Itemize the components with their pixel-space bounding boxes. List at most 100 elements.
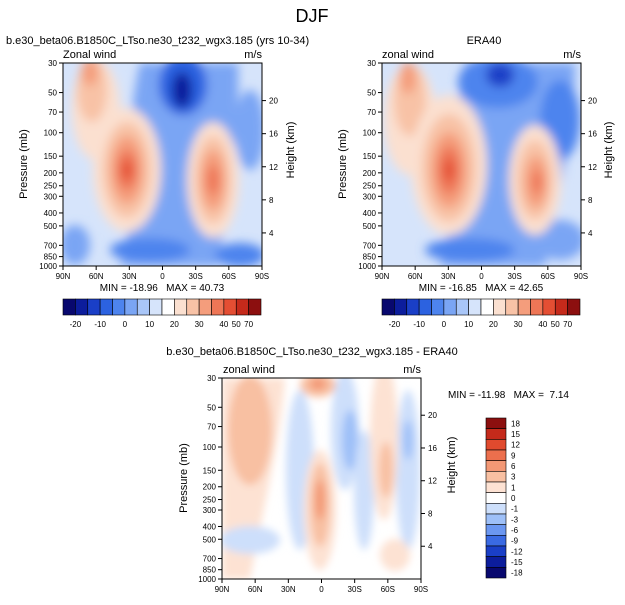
latitude-tick-label: 60S	[541, 272, 555, 281]
colorbar-swatch	[485, 545, 507, 557]
colorbar-label: -6	[511, 526, 519, 535]
height-tick-label: 16	[269, 130, 278, 139]
colorbar-swatch	[485, 535, 507, 547]
colorbar-swatch	[174, 298, 188, 316]
pressure-tick-label: 400	[363, 209, 377, 218]
panel-difference-title: b.e30_beta06.B1850C_LTso.ne30_t232_wgx3.…	[166, 346, 458, 358]
height-tick-label: 12	[269, 163, 278, 172]
pressure-tick-label: 300	[203, 506, 217, 515]
colorbar-label: -1	[511, 505, 519, 514]
colorbar-swatch	[530, 298, 544, 316]
latitude-tick-label: 30N	[441, 272, 456, 281]
colorbar-swatch	[186, 298, 200, 316]
height-tick-label: 12	[588, 163, 597, 172]
colorbar-label: -9	[511, 537, 519, 546]
colorbar-label: -18	[511, 569, 523, 578]
colorbar-label: -12	[511, 547, 523, 556]
latitude-tick-label: 30N	[281, 585, 296, 594]
panel-era40: ERA40 zonal wind m/s	[337, 35, 615, 329]
panel-model-stats: MIN = -18.96 MAX = 40.73	[100, 283, 225, 294]
colorbar-swatch	[431, 298, 445, 316]
colorbar-swatch	[198, 298, 212, 316]
pressure-tick-label: 1000	[39, 262, 57, 271]
colorbar-label: 0	[123, 320, 128, 329]
pressure-tick-label: 150	[203, 466, 217, 475]
panel-difference-field	[222, 378, 421, 579]
colorbar-label: 9	[511, 451, 516, 460]
colorbar-swatch	[485, 567, 507, 579]
panel-model-y2label: Height (km)	[285, 122, 297, 179]
pressure-tick-label: 300	[44, 192, 58, 201]
panel-model-axes: 3050701001502002503004005007008501000481…	[39, 59, 278, 281]
colorbar-swatch	[99, 298, 113, 316]
pressure-tick-label: 300	[363, 192, 377, 201]
panel-era40-y2label: Height (km)	[603, 122, 615, 179]
panel-difference-left-label: zonal wind	[223, 364, 275, 376]
colorbar-swatch	[223, 298, 237, 316]
pressure-tick-label: 700	[363, 241, 377, 250]
colorbar-swatch	[485, 460, 507, 472]
latitude-tick-label: 60N	[248, 585, 263, 594]
height-tick-label: 20	[588, 97, 597, 106]
pressure-tick-label: 700	[203, 555, 217, 564]
latitude-tick-label: 30N	[122, 272, 137, 281]
latitude-tick-label: 30S	[189, 272, 203, 281]
latitude-tick-label: 90S	[414, 585, 428, 594]
colorbar-label: -10	[94, 320, 106, 329]
latitude-tick-label: 90S	[574, 272, 588, 281]
colorbar-label: -20	[70, 320, 82, 329]
colorbar-swatch	[124, 298, 138, 316]
pressure-tick-label: 150	[44, 152, 58, 161]
height-tick-label: 4	[269, 229, 274, 238]
colorbar-label: 30	[195, 320, 204, 329]
colorbar-label: 50	[551, 320, 560, 329]
pressure-tick-label: 150	[363, 152, 377, 161]
pressure-tick-label: 500	[203, 535, 217, 544]
height-tick-label: 4	[588, 229, 593, 238]
colorbar-swatch	[485, 417, 507, 429]
latitude-tick-label: 90S	[255, 272, 269, 281]
colorbar-swatch	[443, 298, 457, 316]
panel-difference-y2label: Height (km)	[446, 437, 458, 494]
latitude-tick-label: 30S	[348, 585, 362, 594]
colorbar-label: 70	[563, 320, 572, 329]
latitude-tick-label: 30S	[508, 272, 522, 281]
colorbar-swatch	[248, 298, 262, 316]
pressure-tick-label: 850	[203, 566, 217, 575]
colorbar-label: 40	[538, 320, 547, 329]
latitude-tick-label: 60N	[408, 272, 423, 281]
pressure-tick-label: 1000	[198, 575, 216, 584]
pressure-tick-label: 850	[363, 253, 377, 262]
colorbar-swatch	[468, 298, 482, 316]
colorbar-swatch	[406, 298, 420, 316]
colorbar-label: 40	[219, 320, 228, 329]
pressure-tick-label: 70	[367, 108, 376, 117]
colorbar-swatch	[235, 298, 249, 316]
colorbar-swatch	[505, 298, 519, 316]
pressure-tick-label: 70	[207, 423, 216, 432]
latitude-tick-label: 90N	[215, 585, 230, 594]
colorbar-label: 0	[442, 320, 447, 329]
panel-difference: b.e30_beta06.B1850C_LTso.ne30_t232_wgx3.…	[166, 346, 569, 594]
panel-model-ylabel: Pressure (mb)	[18, 129, 30, 199]
panel-era40-title: ERA40	[467, 35, 502, 47]
pressure-tick-label: 700	[44, 241, 58, 250]
colorbar-swatch	[480, 298, 494, 316]
colorbar-swatch	[485, 513, 507, 525]
pressure-tick-label: 50	[207, 403, 216, 412]
latitude-tick-label: 0	[479, 272, 484, 281]
pressure-tick-label: 50	[367, 89, 376, 98]
colorbar-swatch	[554, 298, 568, 316]
colorbar-swatch	[485, 439, 507, 451]
pressure-tick-label: 400	[203, 522, 217, 531]
height-tick-label: 16	[428, 444, 437, 453]
colorbar-swatch	[394, 298, 408, 316]
pressure-tick-label: 400	[44, 209, 58, 218]
pressure-tick-label: 100	[203, 443, 217, 452]
height-tick-label: 4	[428, 542, 433, 551]
colorbar-label: 20	[170, 320, 179, 329]
latitude-tick-label: 0	[160, 272, 165, 281]
panel-difference-right-label: m/s	[403, 364, 421, 376]
colorbar-swatch	[493, 298, 507, 316]
